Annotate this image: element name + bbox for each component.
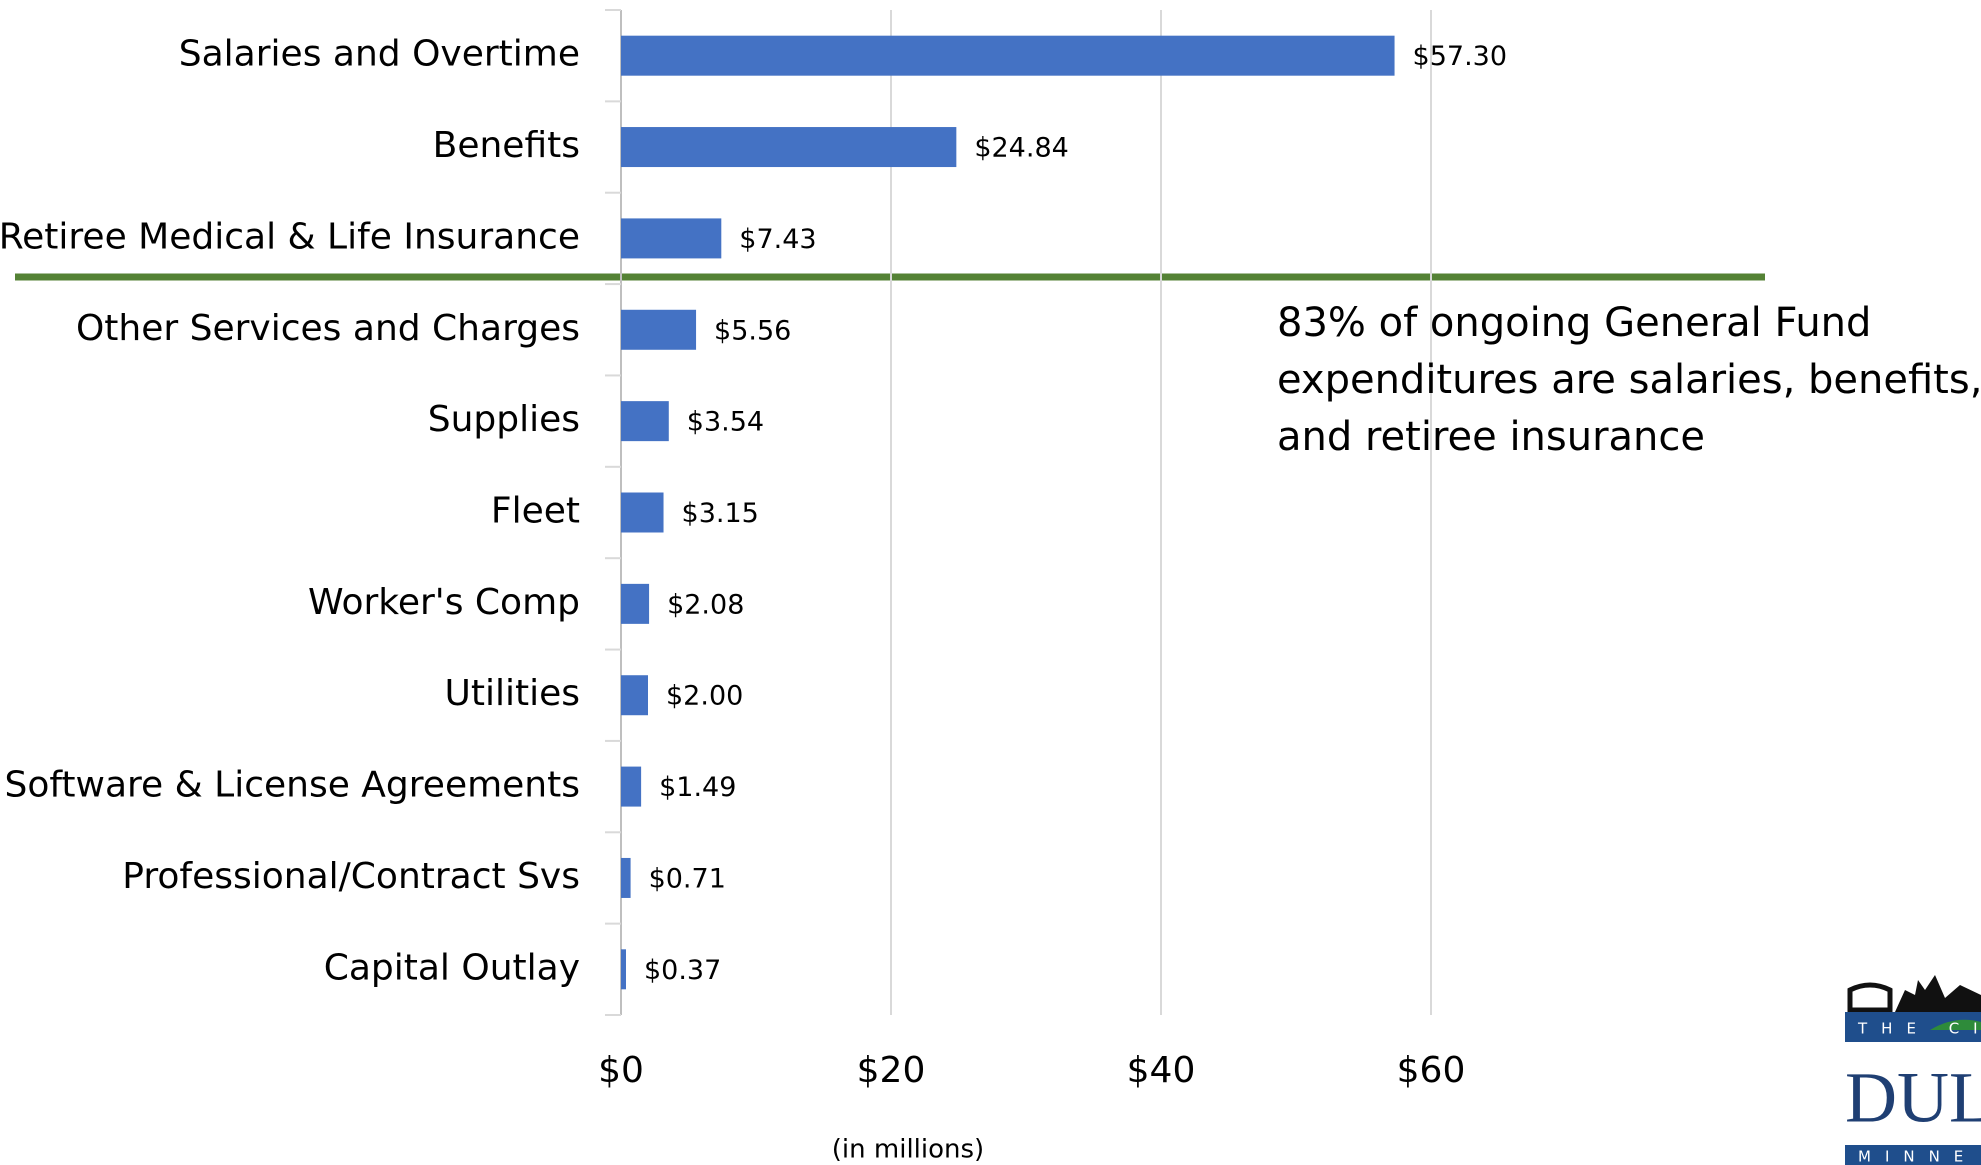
annotation: expenditures are salaries, benefits,	[1277, 357, 1981, 403]
logo-top: THE CI	[1857, 1020, 1981, 1038]
value-label: $0.37	[644, 955, 721, 986]
x-tick-label: $0	[598, 1050, 644, 1091]
y-tick-label: Professional/Contract Svs	[122, 856, 580, 897]
y-tick-label: Fleet	[491, 491, 580, 532]
annotation: 83% of ongoing General Fund	[1277, 300, 1871, 346]
bar	[621, 492, 664, 533]
value-label: $2.08	[667, 589, 744, 620]
value-label: $7.43	[739, 224, 816, 255]
bar	[621, 401, 669, 442]
annotation: and retiree insurance	[1277, 414, 1705, 460]
value-label: $24.84	[974, 133, 1068, 164]
y-tick-label: Other Services and Charges	[76, 308, 580, 349]
value-label: $3.15	[682, 498, 759, 529]
x-tick-label: $20	[857, 1050, 926, 1091]
x-tick-label: $60	[1397, 1050, 1466, 1091]
y-tick-label: Worker's Comp	[308, 582, 580, 623]
y-tick-label: Capital Outlay	[324, 947, 580, 988]
y-tick-label: Retiree Medical & Life Insurance	[0, 216, 580, 257]
value-label: $1.49	[659, 772, 736, 803]
logo-bottom: MINNE	[1858, 1148, 1977, 1165]
value-label: $5.56	[714, 315, 791, 346]
y-tick-label: Supplies	[428, 399, 580, 440]
bar	[621, 583, 650, 624]
x-axis-title: (in millions)	[832, 1135, 984, 1165]
bar	[621, 35, 1395, 76]
y-tick-label: Utilities	[445, 673, 581, 714]
bar	[621, 127, 957, 168]
bar	[621, 766, 642, 807]
value-label: $3.54	[687, 407, 764, 438]
bar	[621, 309, 697, 350]
x-tick-label: $40	[1127, 1050, 1196, 1091]
bar	[621, 218, 722, 259]
bar	[621, 949, 626, 990]
y-tick-label: Salaries and Overtime	[179, 34, 580, 75]
logo-main: DULU	[1845, 1058, 1981, 1138]
y-tick-label: Software & License Agreements	[4, 765, 580, 806]
value-label: $57.30	[1413, 41, 1507, 72]
bar	[621, 857, 631, 898]
value-label: $0.71	[649, 863, 726, 894]
bar	[621, 675, 648, 716]
y-tick-label: Benefits	[433, 125, 580, 166]
logo: THE CI DULU MINNE	[1845, 975, 1981, 1165]
value-label: $2.00	[666, 681, 743, 712]
